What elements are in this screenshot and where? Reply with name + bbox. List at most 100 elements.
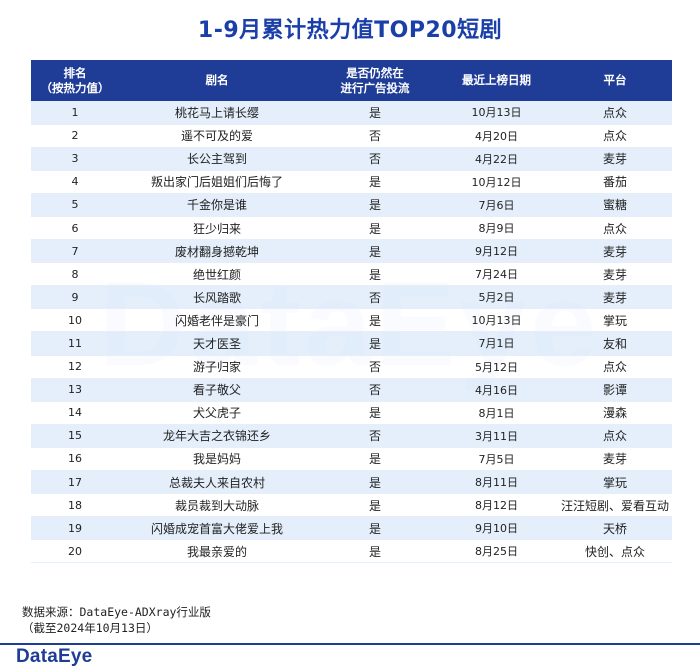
drama-name-cell: 绝世红颜: [119, 262, 315, 287]
platform-cell: 掌玩: [558, 470, 672, 495]
drama-name-cell: 闪婚成宠首富大佬爱上我: [119, 516, 315, 541]
drama-name-cell: 狂少归来: [119, 216, 315, 241]
ad-status-cell: 否: [315, 147, 435, 171]
last-date-cell: 3月11日: [435, 424, 558, 448]
platform-cell: 点众: [558, 424, 672, 448]
drama-name-cell: 长公主驾到: [119, 147, 315, 171]
ad-status-cell: 是: [315, 539, 435, 564]
last-date-cell: 4月16日: [435, 378, 558, 402]
rank-cell: 8: [31, 262, 119, 287]
last-date-cell: 8月12日: [435, 493, 558, 518]
rank-cell: 10: [31, 308, 119, 333]
ad-status-cell: 是: [315, 493, 435, 518]
rank-cell: 1: [31, 101, 119, 125]
rank-cell: 12: [31, 355, 119, 379]
table-row: 17 总裁夫人来自农村是 8月11日 掌玩: [31, 470, 672, 495]
ad-status-cell: 是: [315, 308, 435, 333]
platform-cell: 麦芽: [558, 239, 672, 264]
platform-cell: 天桥: [558, 516, 672, 541]
rank-cell: 19: [31, 516, 119, 541]
platform-cell: 友和: [558, 331, 672, 356]
table-row: 10 闪婚老伴是豪门是 10月13日 掌玩: [31, 308, 672, 333]
platform-cell: 点众: [558, 355, 672, 379]
table-row: 18 裁员裁到大动脉是 8月12日 汪汪短剧、爱看互动: [31, 493, 672, 518]
drama-name-cell: 看子敬父: [119, 378, 315, 402]
last-date-cell: 4月22日: [435, 147, 558, 171]
rank-cell: 15: [31, 424, 119, 448]
platform-cell: 麦芽: [558, 147, 672, 171]
platform-cell: 麦芽: [558, 285, 672, 310]
platform-cell: 汪汪短剧、爱看互动: [558, 493, 672, 518]
last-date-cell: 7月6日: [435, 193, 558, 217]
ad-status-cell: 是: [315, 101, 435, 125]
header-platform: 平台: [558, 60, 672, 101]
last-date-cell: 9月12日: [435, 239, 558, 264]
platform-cell: 麦芽: [558, 262, 672, 287]
table-row: 9 长风踏歌否 5月2日 麦芽: [31, 285, 672, 310]
drama-name-cell: 长风踏歌: [119, 285, 315, 310]
header-rank: 排名 （按热力值）: [31, 60, 119, 101]
ad-status-cell: 否: [315, 124, 435, 148]
rank-cell: 4: [31, 170, 119, 194]
table-row: 14 犬父虎子是 8月1日 漫森: [31, 401, 672, 425]
ad-status-cell: 否: [315, 378, 435, 402]
source-line: 数据来源：DataEye-ADXray行业版: [22, 605, 211, 619]
table-row: 8 绝世红颜是 7月24日 麦芽: [31, 262, 672, 287]
ad-status-cell: 是: [315, 170, 435, 194]
platform-cell: 漫森: [558, 401, 672, 425]
rank-cell: 13: [31, 378, 119, 402]
drama-name-cell: 裁员裁到大动脉: [119, 493, 315, 518]
last-date-cell: 10月12日: [435, 170, 558, 194]
drama-name-cell: 我最亲爱的: [119, 539, 315, 564]
platform-cell: 影谭: [558, 378, 672, 402]
platform-cell: 蜜糖: [558, 193, 672, 217]
ad-status-cell: 否: [315, 285, 435, 310]
rank-cell: 9: [31, 285, 119, 310]
ad-status-cell: 是: [315, 447, 435, 472]
rank-cell: 3: [31, 147, 119, 171]
last-date-cell: 7月5日: [435, 447, 558, 472]
last-date-cell: 4月20日: [435, 124, 558, 148]
ad-status-cell: 是: [315, 239, 435, 264]
header-last-date: 最近上榜日期: [435, 60, 558, 101]
rank-cell: 6: [31, 216, 119, 241]
drama-name-cell: 废材翻身撼乾坤: [119, 239, 315, 264]
table-row: 12 游子归家否 5月12日 点众: [31, 355, 672, 379]
ad-status-cell: 是: [315, 193, 435, 217]
ad-status-cell: 是: [315, 516, 435, 541]
drama-name-cell: 总裁夫人来自农村: [119, 470, 315, 495]
drama-name-cell: 天才医圣: [119, 331, 315, 356]
ad-status-cell: 是: [315, 216, 435, 241]
drama-name-cell: 桃花马上请长缨: [119, 101, 315, 125]
drama-name-cell: 游子归家: [119, 355, 315, 379]
last-date-cell: 8月11日: [435, 470, 558, 495]
ad-status-cell: 否: [315, 355, 435, 379]
table-row: 19 闪婚成宠首富大佬爱上我是 9月10日 天桥: [31, 516, 672, 541]
ad-status-cell: 是: [315, 401, 435, 425]
table-row: 3 长公主驾到否 4月22日 麦芽: [31, 147, 672, 171]
last-date-cell: 9月10日: [435, 516, 558, 541]
ad-status-cell: 是: [315, 262, 435, 287]
ad-status-cell: 是: [315, 331, 435, 356]
drama-name-cell: 我是妈妈: [119, 447, 315, 472]
last-date-cell: 7月1日: [435, 331, 558, 356]
rank-cell: 11: [31, 331, 119, 356]
drama-name-cell: 遥不可及的爱: [119, 124, 315, 148]
drama-name-cell: 千金你是谁: [119, 193, 315, 217]
rank-cell: 2: [31, 124, 119, 148]
ad-status-cell: 否: [315, 424, 435, 448]
platform-cell: 快创、点众: [558, 539, 672, 564]
rank-cell: 5: [31, 193, 119, 217]
table-row: 20 我最亲爱的是 8月25日 快创、点众: [31, 539, 672, 564]
last-date-cell: 8月9日: [435, 216, 558, 241]
rank-cell: 17: [31, 470, 119, 495]
platform-cell: 番茄: [558, 170, 672, 194]
data-source-note: 数据来源：DataEye-ADXray行业版 （截至2024年10月13日）: [22, 604, 211, 636]
table-row: 7 废材翻身撼乾坤是 9月12日 麦芽: [31, 239, 672, 264]
drama-name-cell: 闪婚老伴是豪门: [119, 308, 315, 333]
table-row: 15 龙年大吉之衣锦还乡否 3月11日 点众: [31, 424, 672, 448]
last-date-cell: 5月2日: [435, 285, 558, 310]
ad-status-cell: 是: [315, 470, 435, 495]
footer-divider: [0, 643, 700, 645]
platform-cell: 点众: [558, 124, 672, 148]
